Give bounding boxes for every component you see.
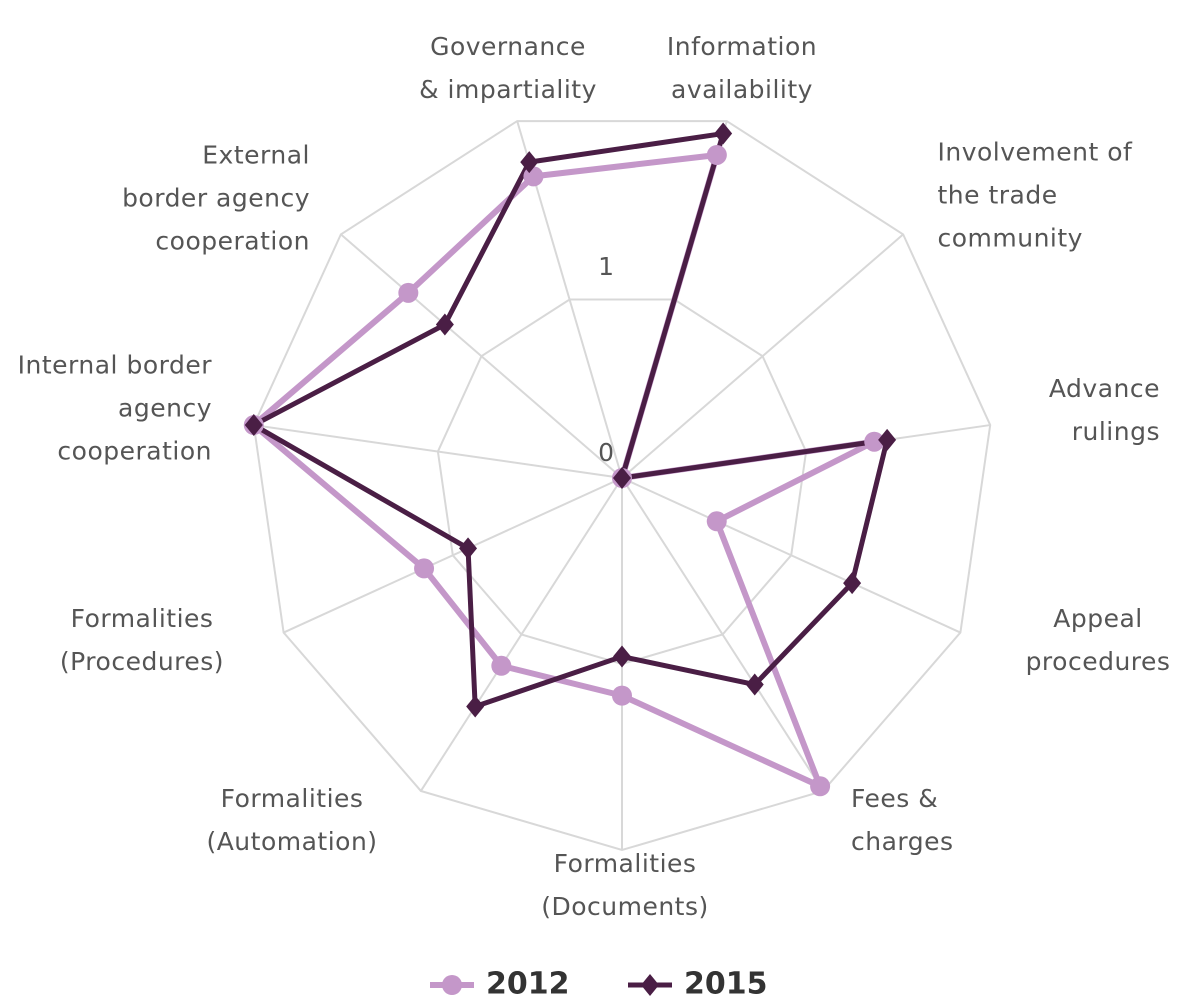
data-point bbox=[714, 122, 733, 145]
data-point bbox=[459, 537, 478, 560]
legend-symbol bbox=[641, 974, 659, 996]
data-point bbox=[613, 645, 631, 668]
data-point bbox=[398, 282, 419, 303]
grid-ring bbox=[436, 298, 808, 666]
data-point bbox=[491, 655, 512, 676]
data-point bbox=[435, 313, 454, 336]
category-label: Involvement of the trade community bbox=[937, 137, 1133, 253]
spoke bbox=[621, 477, 824, 792]
data-point bbox=[810, 776, 831, 797]
legend-item: 2012 bbox=[430, 967, 570, 1002]
data-point bbox=[745, 673, 764, 696]
category-label: Fees & charges bbox=[851, 784, 954, 856]
spoke bbox=[621, 233, 904, 479]
data-point bbox=[864, 431, 885, 452]
y-tick-label: 0 bbox=[598, 438, 614, 467]
data-point bbox=[613, 467, 631, 489]
data-point bbox=[612, 685, 632, 706]
legend-label: 2012 bbox=[486, 967, 570, 1002]
legend-symbol bbox=[442, 975, 462, 995]
spoke bbox=[621, 477, 961, 634]
spoke bbox=[340, 233, 623, 479]
category-label: Formalities (Documents) bbox=[541, 849, 709, 921]
category-label: Information availability bbox=[666, 32, 818, 104]
data-point bbox=[706, 511, 727, 532]
category-label: External border agency cooperation bbox=[122, 140, 310, 256]
category-label: Internal border agency cooperation bbox=[17, 350, 212, 466]
data-point bbox=[706, 144, 727, 165]
y-tick-label: 1 bbox=[598, 252, 614, 281]
data-point bbox=[244, 414, 263, 437]
legend-item: 2015 bbox=[628, 967, 768, 1002]
spoke bbox=[420, 477, 623, 792]
data-point bbox=[520, 151, 539, 174]
data-point bbox=[843, 572, 862, 595]
data-point bbox=[466, 695, 485, 718]
category-label: Advance rulings bbox=[1048, 374, 1160, 446]
grid-ring bbox=[252, 120, 992, 852]
category-label: Governance & impartiality bbox=[419, 32, 597, 104]
data-point bbox=[414, 558, 435, 579]
category-label: Formalities (Automation) bbox=[206, 784, 378, 856]
spoke bbox=[283, 477, 623, 634]
spoke bbox=[253, 424, 623, 479]
legend-label: 2015 bbox=[684, 967, 768, 1002]
series-line bbox=[251, 131, 890, 709]
category-label: Formalities (Procedures) bbox=[59, 604, 225, 676]
category-label: Appeal procedures bbox=[1025, 604, 1171, 676]
data-point bbox=[878, 428, 897, 451]
